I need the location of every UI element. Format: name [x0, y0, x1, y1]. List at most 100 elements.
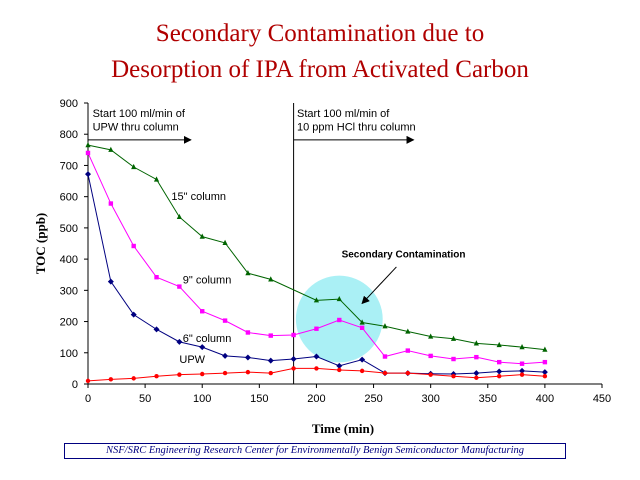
data-point-series-0 [199, 233, 205, 239]
data-point-series-1 [131, 243, 136, 249]
data-point-series-3 [108, 377, 114, 382]
data-point-series-0 [519, 344, 525, 350]
data-point-series-3 [291, 366, 296, 371]
y-tick-label: 800 [60, 129, 78, 141]
data-point-series-1 [542, 359, 548, 365]
data-point-series-3 [222, 370, 228, 376]
data-point-series-3 [405, 370, 411, 376]
data-point-series-1 [382, 354, 388, 359]
data-point-series-0 [496, 341, 502, 348]
data-point-series-3 [497, 373, 502, 379]
data-point-series-0 [313, 297, 320, 303]
data-point-series-1 [314, 326, 319, 331]
data-point-series-2 [336, 362, 343, 369]
data-point-series-0 [359, 319, 365, 325]
data-point-series-1 [200, 309, 205, 314]
data-point-series-0 [245, 270, 251, 276]
data-point-series-1 [268, 333, 273, 338]
data-point-series-2 [519, 367, 526, 374]
data-point-series-2 [244, 354, 251, 361]
y-tick-label: 100 [60, 348, 78, 360]
data-point-series-0 [473, 340, 479, 346]
data-point-series-3 [382, 370, 388, 376]
data-point-series-0 [268, 276, 274, 282]
callout-arrow [361, 266, 397, 305]
data-point-series-0 [153, 176, 160, 182]
x-tick-label: 350 [479, 393, 497, 405]
data-point-series-1 [474, 354, 479, 360]
phase-annotation: UPW thru column [93, 121, 179, 133]
x-axis-title: Time (min) [312, 421, 374, 436]
data-point-series-1 [177, 284, 182, 289]
callout-label: Secondary Contamination [342, 250, 466, 261]
series-label: UPW [179, 354, 205, 366]
data-point-series-1 [451, 356, 456, 362]
data-point-series-2 [85, 171, 91, 178]
data-point-series-0 [405, 328, 411, 334]
series-label: 9" column [183, 274, 232, 286]
data-point-series-1 [497, 359, 502, 365]
data-point-series-3 [337, 367, 342, 373]
data-point-series-2 [313, 353, 320, 360]
y-tick-label: 300 [60, 285, 78, 297]
data-point-series-2 [290, 356, 297, 363]
data-point-series-3 [542, 373, 548, 379]
data-point-series-0 [222, 239, 228, 245]
data-point-series-0 [382, 323, 388, 329]
data-point-series-2 [267, 357, 274, 364]
x-tick-label: 50 [139, 393, 151, 405]
data-point-series-3 [245, 369, 251, 375]
data-point-series-2 [473, 370, 480, 377]
data-point-series-1 [519, 361, 525, 366]
x-tick-label: 250 [364, 393, 382, 405]
data-point-series-3 [519, 372, 525, 377]
y-tick-label: 0 [72, 379, 78, 391]
data-point-series-3 [268, 370, 273, 376]
phase-annotation: Start 100 ml/min of [93, 108, 186, 120]
data-point-series-1 [291, 332, 296, 338]
series-label: 6" column [183, 333, 232, 345]
y-tick-label: 500 [60, 223, 78, 235]
data-point-series-1 [337, 317, 342, 323]
data-point-series-3 [474, 375, 479, 380]
y-tick-label: 600 [60, 192, 78, 204]
data-point-series-0 [176, 213, 182, 220]
data-point-series-0 [336, 295, 342, 302]
data-point-series-0 [131, 163, 137, 170]
data-point-series-0 [428, 333, 434, 339]
phase-annotation: 10 ppm HCl thru column [297, 121, 416, 133]
data-point-series-0 [542, 346, 548, 352]
data-point-series-0 [85, 142, 91, 148]
series-line-0 [87, 144, 545, 351]
chart-title-line-2: Desorption of IPA from Activated Carbon [111, 56, 529, 83]
data-point-series-2 [222, 352, 229, 359]
footer-credit: NSF/SRC Engineering Research Center for … [64, 443, 566, 459]
data-point-series-3 [428, 372, 433, 377]
series-label: 15" column [171, 191, 226, 203]
y-tick-label: 700 [60, 160, 78, 172]
data-point-series-2 [541, 369, 548, 376]
data-point-series-3 [200, 371, 205, 377]
x-tick-label: 0 [85, 393, 91, 405]
x-tick-label: 450 [593, 393, 611, 405]
data-point-series-1 [245, 330, 251, 335]
data-point-series-2 [359, 356, 366, 363]
data-point-series-3 [85, 378, 91, 384]
data-point-series-3 [359, 368, 365, 374]
data-point-series-1 [222, 318, 228, 323]
data-point-series-3 [131, 376, 136, 381]
data-point-series-2 [199, 344, 206, 351]
x-tick-label: 100 [193, 393, 211, 405]
x-tick-label: 150 [250, 393, 268, 405]
data-point-series-1 [359, 325, 365, 330]
x-tick-label: 400 [536, 393, 554, 405]
data-point-series-0 [450, 335, 457, 341]
data-point-series-3 [451, 373, 456, 379]
data-point-series-0 [108, 146, 114, 152]
data-point-series-3 [177, 372, 182, 377]
data-point-series-2 [496, 368, 503, 375]
y-axis-title: TOC (ppb) [33, 213, 48, 275]
x-tick-label: 300 [421, 393, 439, 405]
data-point-series-3 [154, 373, 159, 379]
y-tick-label: 900 [60, 98, 78, 110]
